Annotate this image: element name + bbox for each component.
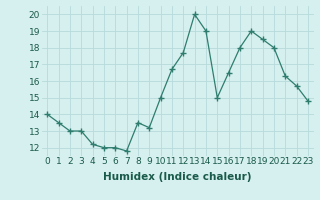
X-axis label: Humidex (Indice chaleur): Humidex (Indice chaleur) bbox=[103, 172, 252, 182]
